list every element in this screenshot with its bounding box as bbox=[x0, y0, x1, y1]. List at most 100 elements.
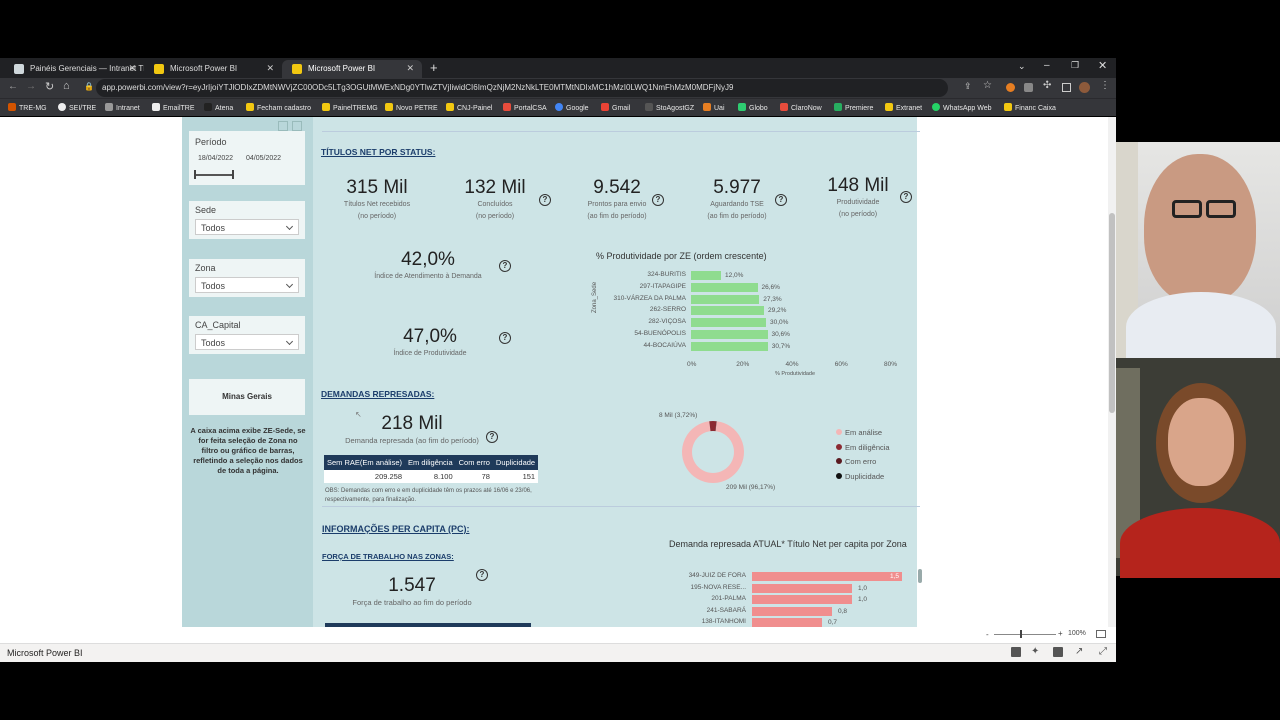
extension-icon[interactable] bbox=[1024, 83, 1033, 92]
bookmark[interactable]: Uai bbox=[703, 103, 725, 112]
bookmark[interactable]: Google bbox=[555, 103, 589, 112]
bar[interactable] bbox=[691, 341, 768, 351]
bookmark[interactable]: PainelTREMG bbox=[322, 103, 378, 112]
percapita-bar-chart[interactable]: 349-JUIZ DE FORA 1,5 195-NOVA RESE... 1,0 20… bbox=[670, 572, 920, 627]
star-icon[interactable]: ☆ bbox=[983, 80, 992, 91]
minimize-button[interactable]: – bbox=[1044, 60, 1050, 71]
tab-search-icon[interactable]: ⌄ bbox=[1018, 61, 1026, 71]
help-icon[interactable]: ? bbox=[499, 260, 511, 272]
zoom-slider[interactable] bbox=[994, 634, 1056, 635]
linkedin-icon[interactable] bbox=[1053, 647, 1063, 657]
bookmark[interactable]: Financ Caixa bbox=[1004, 103, 1056, 112]
reload-icon[interactable]: ↻ bbox=[45, 81, 55, 93]
bar[interactable] bbox=[752, 583, 852, 593]
legend-item[interactable]: Em diligência bbox=[836, 441, 890, 456]
bar[interactable] bbox=[752, 572, 902, 581]
legend-item[interactable]: Duplicidade bbox=[836, 470, 890, 485]
maximize-button[interactable]: ❐ bbox=[1071, 60, 1080, 70]
filter-icon[interactable] bbox=[278, 121, 288, 131]
produtividade-bar-chart[interactable]: 324-BURITIS 12,0% 297-ITAPAGIPE 26,6% 310-VÁ… bbox=[600, 267, 910, 379]
fit-page-icon[interactable] bbox=[1096, 630, 1106, 638]
table-header[interactable]: Em diligência bbox=[405, 455, 456, 470]
extensions-puzzle-icon[interactable]: ✣ bbox=[1043, 80, 1052, 91]
close-tab-icon[interactable]: ✕ bbox=[406, 63, 414, 73]
more-options-icon[interactable] bbox=[292, 121, 302, 131]
bar[interactable] bbox=[691, 330, 768, 339]
fullscreen-icon[interactable]: ⤢ bbox=[1099, 646, 1107, 657]
new-tab-button[interactable]: + bbox=[430, 60, 438, 75]
page-scrollbar[interactable] bbox=[1108, 117, 1116, 627]
share-icon[interactable]: ↗ bbox=[1075, 646, 1084, 657]
bookmark[interactable]: SEI/TRE bbox=[58, 103, 96, 112]
close-tab-icon[interactable]: ✕ bbox=[128, 63, 136, 73]
ca-capital-dropdown[interactable]: Todos bbox=[195, 334, 299, 350]
bar[interactable] bbox=[691, 306, 764, 316]
bar[interactable] bbox=[691, 282, 758, 292]
range-handle-start[interactable] bbox=[194, 170, 196, 179]
bar[interactable] bbox=[752, 606, 832, 616]
browser-tab-2[interactable]: Microsoft Power BI ✕ bbox=[144, 60, 282, 78]
bookmark[interactable]: PortalCSA bbox=[503, 103, 547, 112]
forward-icon[interactable]: → bbox=[26, 81, 36, 92]
bookmark[interactable]: Fecham cadastro bbox=[246, 103, 311, 112]
bookmark[interactable]: WhatsApp Web bbox=[932, 103, 992, 112]
url-field[interactable]: app.powerbi.com/view?r=eyJrIjoiYTJlODIxZ… bbox=[96, 79, 948, 97]
lock-icon[interactable]: 🔒 bbox=[84, 82, 94, 91]
help-icon[interactable]: ? bbox=[652, 194, 664, 206]
bookmark[interactable]: Extranet bbox=[885, 103, 922, 112]
table-header[interactable]: Sem RAE(Em análise) bbox=[324, 455, 406, 470]
help-icon[interactable]: ? bbox=[775, 194, 787, 206]
bar[interactable] bbox=[752, 595, 852, 604]
zona-dropdown[interactable]: Todos bbox=[195, 277, 299, 293]
help-icon[interactable]: ? bbox=[900, 191, 912, 203]
bookmark[interactable]: ClaroNow bbox=[780, 103, 822, 112]
bar[interactable] bbox=[691, 271, 721, 280]
menu-icon[interactable]: ⋮ bbox=[1100, 80, 1110, 91]
help-icon[interactable]: ? bbox=[476, 569, 488, 581]
zoom-out-button[interactable]: - bbox=[986, 630, 989, 639]
bookmark[interactable]: Intranet bbox=[105, 103, 140, 112]
extension-icon[interactable] bbox=[1006, 83, 1015, 92]
facebook-icon[interactable] bbox=[1011, 647, 1021, 657]
chart-scrollbar[interactable] bbox=[918, 569, 922, 583]
browser-tab-1[interactable]: Painéis Gerenciais — Intranet TRE ✕ bbox=[4, 60, 144, 78]
bar[interactable] bbox=[752, 618, 822, 627]
help-icon[interactable]: ? bbox=[539, 194, 551, 206]
bar[interactable] bbox=[691, 294, 760, 304]
periodo-end[interactable]: 04/05/2022 bbox=[246, 155, 282, 162]
back-icon[interactable]: ← bbox=[8, 81, 18, 92]
sede-dropdown[interactable]: Todos bbox=[195, 219, 299, 235]
close-tab-icon[interactable]: ✕ bbox=[266, 63, 274, 73]
share-icon[interactable]: ⇪ bbox=[964, 81, 972, 91]
home-icon[interactable]: ⌂ bbox=[63, 80, 70, 92]
bookmark[interactable]: Novo PETRE bbox=[385, 103, 438, 112]
periodo-slicer[interactable]: Período 18/04/2022 04/05/2022 bbox=[189, 131, 305, 185]
close-window-button[interactable]: ✕ bbox=[1098, 60, 1108, 72]
bookmark[interactable]: Globo bbox=[738, 103, 768, 112]
range-handle-end[interactable] bbox=[232, 170, 234, 179]
bookmark[interactable]: CNJ-Painel bbox=[446, 103, 492, 112]
table-header[interactable]: Duplicidade bbox=[492, 455, 539, 470]
avatar[interactable] bbox=[1079, 82, 1090, 93]
legend-item[interactable]: Com erro bbox=[836, 455, 890, 470]
bookmark[interactable]: StoAgostGZ bbox=[645, 103, 694, 112]
help-icon[interactable]: ? bbox=[499, 332, 511, 344]
bar[interactable] bbox=[691, 318, 766, 328]
help-icon[interactable]: ? bbox=[486, 431, 498, 443]
periodo-range-track[interactable] bbox=[195, 174, 233, 176]
sidepanel-icon[interactable] bbox=[1062, 83, 1071, 92]
bookmark[interactable]: EmailTRE bbox=[152, 103, 195, 112]
demandas-donut-chart[interactable] bbox=[678, 417, 748, 487]
zoom-in-button[interactable]: + bbox=[1058, 629, 1063, 638]
bookmark[interactable]: Gmail bbox=[601, 103, 630, 112]
bookmark[interactable]: Premiere bbox=[834, 103, 873, 112]
bookmark[interactable]: Atena bbox=[204, 103, 233, 112]
table-header[interactable]: Com erro bbox=[455, 455, 493, 470]
legend-item[interactable]: Em análise bbox=[836, 426, 890, 441]
browser-tab-3[interactable]: Microsoft Power BI ✕ bbox=[282, 60, 422, 78]
scrollbar-thumb[interactable] bbox=[1109, 213, 1115, 413]
bookmark[interactable]: TRE-MG bbox=[8, 103, 47, 112]
donut-slice[interactable] bbox=[682, 421, 744, 483]
zoom-slider-handle[interactable] bbox=[1020, 630, 1022, 638]
periodo-start[interactable]: 18/04/2022 bbox=[198, 155, 234, 162]
